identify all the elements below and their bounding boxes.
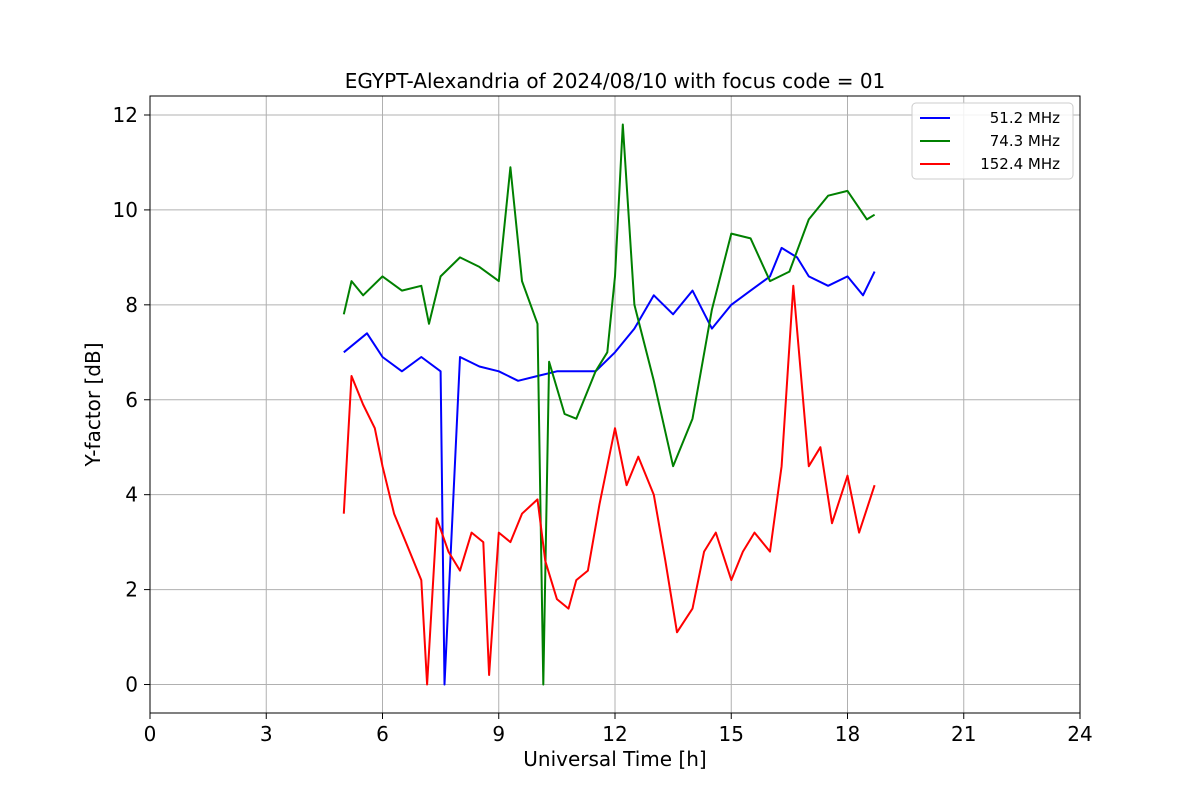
legend-label: 74.3 MHz [990, 132, 1060, 150]
chart-title: EGYPT-Alexandria of 2024/08/10 with focu… [345, 69, 886, 93]
y-tick-label: 6 [125, 388, 138, 412]
x-tick-label: 15 [719, 722, 744, 746]
legend-label: 152.4 MHz [980, 155, 1060, 173]
x-axis-label: Universal Time [h] [523, 747, 706, 771]
x-tick-label: 24 [1067, 722, 1092, 746]
legend: 51.2 MHz 74.3 MHz 152.4 MHz [911, 102, 1074, 180]
x-tick-label: 0 [144, 722, 157, 746]
y-tick-label: 4 [125, 483, 138, 507]
x-tick-label: 21 [951, 722, 976, 746]
x-tick-label: 12 [602, 722, 627, 746]
y-tick-label: 2 [125, 578, 138, 602]
y-tick-label: 12 [113, 103, 138, 127]
legend-label: 51.2 MHz [990, 109, 1060, 127]
y-tick-label: 8 [125, 293, 138, 317]
x-tick-label: 18 [835, 722, 860, 746]
x-tick-label: 6 [376, 722, 389, 746]
y-axis-label: Y-factor [dB] [81, 342, 105, 467]
x-tick-label: 9 [492, 722, 505, 746]
y-tick-label: 10 [113, 198, 138, 222]
x-tick-label: 3 [260, 722, 273, 746]
y-tick-label: 0 [125, 673, 138, 697]
series-layer [342, 123, 876, 686]
series-line-152-4-mhz [342, 284, 876, 686]
legend-box [911, 102, 1074, 180]
series-line-74-3-mhz [342, 123, 876, 686]
